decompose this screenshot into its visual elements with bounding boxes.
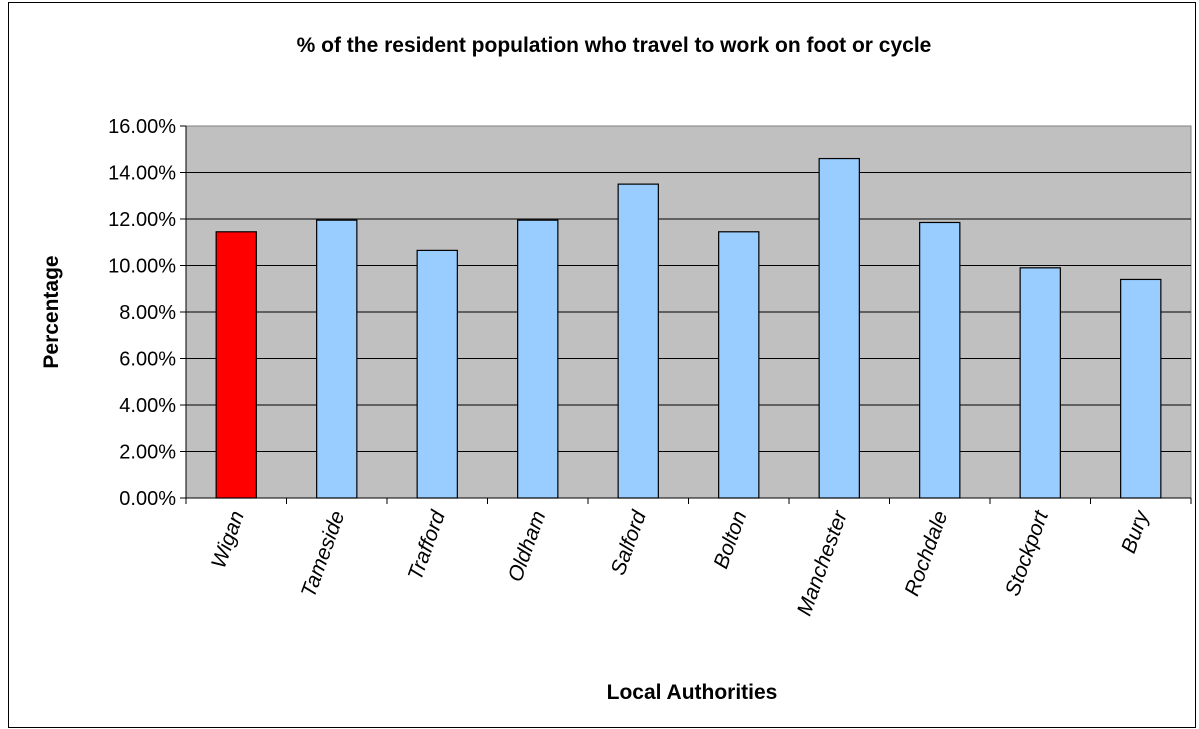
- y-tick-label: 16.00%: [108, 116, 176, 138]
- x-category-label: Salford: [607, 507, 652, 579]
- x-category-label: Oldham: [504, 508, 551, 585]
- y-tick-label: 2.00%: [119, 442, 176, 464]
- y-tick-label: 4.00%: [119, 395, 176, 417]
- x-category-label: Stockport: [1001, 507, 1053, 599]
- y-axis-ticks: 0.00% 2.00% 4.00% 6.00% 8.00% 10.00% 12.00% 14.…: [108, 116, 186, 510]
- bar-manchester: [818, 157, 860, 499]
- bar-rochdale: [919, 221, 961, 499]
- bar-trafford: [416, 249, 458, 499]
- bar-stockport: [1019, 267, 1061, 499]
- chart-title: % of the resident population who travel …: [297, 34, 932, 57]
- x-axis-title: Local Authorities: [607, 681, 778, 704]
- bars: [215, 157, 1162, 499]
- bar-wigan: [215, 231, 257, 499]
- x-category-label: Rochdale: [900, 508, 952, 599]
- x-axis-category-labels: Wigan Tameside Trafford Oldham Salford Bolton…: [207, 506, 1154, 618]
- x-category-label: Bolton: [709, 508, 751, 572]
- bar-salford: [617, 183, 659, 499]
- x-axis-ticks: [185, 498, 1192, 504]
- x-category-label: Tameside: [297, 508, 349, 601]
- y-tick-label: 12.00%: [108, 209, 176, 231]
- bar-bury: [1120, 278, 1162, 499]
- y-tick-label: 14.00%: [108, 163, 176, 185]
- x-category-label: Manchester: [793, 507, 852, 619]
- x-category-label: Trafford: [404, 507, 451, 584]
- y-tick-label: 0.00%: [119, 488, 176, 510]
- bar-tameside: [316, 219, 358, 499]
- y-tick-label: 10.00%: [108, 256, 176, 278]
- bar-bolton: [718, 231, 760, 499]
- bar-oldham: [517, 219, 559, 499]
- y-tick-label: 6.00%: [119, 349, 176, 371]
- y-tick-label: 8.00%: [119, 302, 176, 324]
- y-axis-title: Percentage: [40, 255, 63, 368]
- x-category-label: Bury: [1117, 506, 1154, 556]
- x-category-label: Wigan: [207, 508, 249, 572]
